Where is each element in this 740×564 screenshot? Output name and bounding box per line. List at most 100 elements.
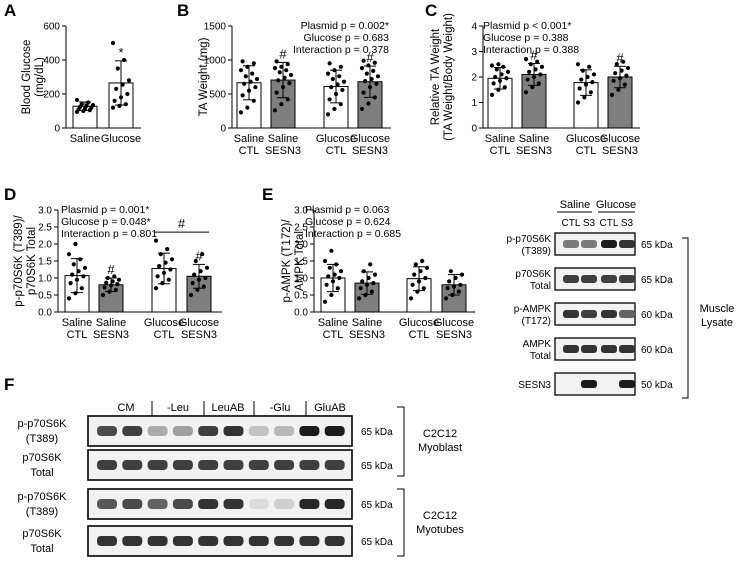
data-point <box>625 65 631 71</box>
y-tick-label: 3.0 <box>38 206 52 217</box>
data-point <box>366 101 371 106</box>
kda-label: 65 kDa <box>361 500 393 511</box>
data-point <box>335 82 340 87</box>
data-point <box>157 264 162 269</box>
y-tick-label: 2 <box>471 73 477 84</box>
data-point <box>81 274 86 279</box>
panel-label-a: A <box>4 1 16 20</box>
significance-marker: # <box>366 50 374 65</box>
data-point <box>166 277 171 282</box>
data-point <box>412 272 417 277</box>
data-point <box>204 265 210 270</box>
blot-band <box>223 536 244 546</box>
y-tick-label: 0 <box>471 124 477 135</box>
data-point <box>582 95 587 100</box>
panel-label-f: F <box>4 375 14 394</box>
data-point <box>359 106 365 112</box>
blot-band <box>324 426 345 436</box>
data-point <box>272 66 278 71</box>
data-point <box>322 299 328 304</box>
blot-band <box>172 426 193 436</box>
data-point <box>614 62 619 67</box>
y-axis-label: (mg/dL) <box>34 57 46 97</box>
data-point <box>279 64 284 69</box>
blot-band <box>172 536 193 546</box>
data-point <box>327 97 332 102</box>
data-point <box>530 85 535 90</box>
kda-label: 50 kDa <box>641 380 673 391</box>
blot-band <box>147 536 168 546</box>
kda-label: 65 kDa <box>361 427 393 438</box>
data-point <box>240 93 245 98</box>
data-point <box>423 275 428 281</box>
stats-line: Plasmid p = 0.063 <box>305 204 390 216</box>
blot-row-label: (T389) <box>26 433 58 445</box>
data-point <box>324 282 329 287</box>
category-label: SESN3 <box>181 329 217 341</box>
blot-band <box>248 499 269 509</box>
data-point <box>90 102 96 108</box>
data-point <box>424 265 430 270</box>
data-point <box>372 272 378 277</box>
y-tick-label: 600 <box>43 22 60 33</box>
category-label: Glucose <box>566 133 606 145</box>
blot-band <box>147 460 168 470</box>
blot-band <box>299 499 320 509</box>
data-point <box>575 100 581 105</box>
data-point <box>284 68 289 73</box>
blot-row-label: Total <box>30 467 53 479</box>
data-point <box>325 112 331 117</box>
data-point <box>369 76 374 82</box>
category-label: Glucose <box>600 133 640 145</box>
y-axis-label: p-AMPK (T172)/ <box>281 219 293 303</box>
blot-band <box>248 536 269 546</box>
y-tick-label: 0.5 <box>38 291 52 302</box>
chart-E: 0.0 0.5 1.0 1.5 2.0 2.5 3.0p-AMPK (T172)/AMPK … <box>281 204 475 341</box>
blot-band <box>601 240 617 248</box>
condition-label: CM <box>117 402 134 414</box>
category-label: Saline <box>96 317 127 329</box>
myoblast-bracket <box>397 406 405 477</box>
y-axis-label: AMPK Total <box>294 231 306 291</box>
data-point <box>371 68 376 73</box>
blot-band <box>274 426 295 436</box>
lane-label: S3 <box>621 218 634 229</box>
data-point <box>489 63 495 68</box>
blot-band <box>619 380 635 388</box>
data-point <box>329 248 334 253</box>
data-point <box>447 279 452 284</box>
data-point <box>577 86 582 91</box>
myotube-bracket <box>397 488 405 557</box>
blot-band <box>563 310 579 318</box>
blot-row-label: p70S6K <box>515 269 551 280</box>
data-point <box>335 286 340 291</box>
y-tick-label: 2.0 <box>38 240 52 251</box>
data-point <box>337 275 342 281</box>
data-point <box>525 77 530 82</box>
data-point <box>125 91 130 97</box>
blot-row-label: p-p70S6K <box>18 491 68 503</box>
blot-band <box>97 499 117 509</box>
data-point <box>505 69 511 74</box>
chart-C: 0 1 2 3 4 Relative TA Weight (TA Weight/Body W… <box>430 13 640 157</box>
bracket-significance: # <box>178 216 186 231</box>
blot-band <box>248 426 269 436</box>
data-point <box>420 258 425 264</box>
data-point <box>153 286 159 291</box>
blot-band <box>147 499 168 509</box>
side-label: C2C12 <box>423 428 457 440</box>
data-point <box>329 292 334 298</box>
data-point <box>253 85 258 90</box>
category-label: SESN3 <box>516 145 552 157</box>
data-point <box>248 79 253 84</box>
data-point <box>193 258 198 264</box>
blot-band <box>581 275 597 283</box>
blot-row-label: Total <box>530 351 551 362</box>
blot-band <box>581 380 597 388</box>
blot-band <box>223 499 244 509</box>
data-point <box>165 247 170 252</box>
data-point <box>413 262 418 267</box>
blot-band <box>198 460 219 470</box>
significance-marker: # <box>279 46 287 61</box>
